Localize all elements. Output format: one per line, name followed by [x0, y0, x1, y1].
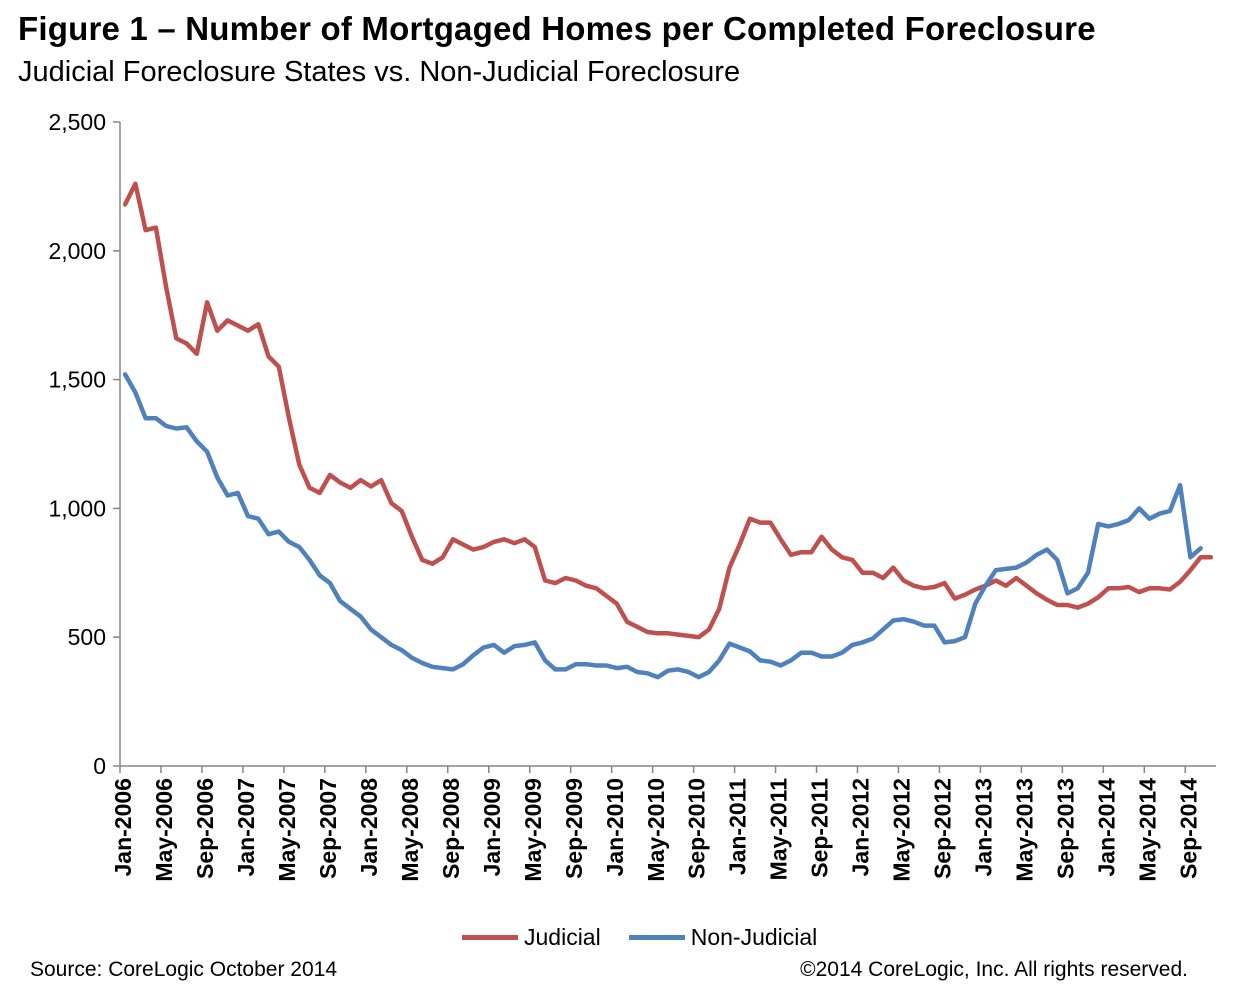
x-tick-label: Sep-2014 — [1175, 778, 1201, 879]
y-tick-label: 2,000 — [48, 238, 106, 264]
x-tick-label: Jan-2009 — [479, 778, 505, 876]
x-tick-label: Sep-2013 — [1052, 778, 1078, 879]
x-tick-label: Sep-2008 — [438, 778, 464, 879]
x-tick-label: May-2006 — [151, 778, 177, 882]
y-tick-label: 0 — [93, 753, 106, 779]
chart-title: Figure 1 – Number of Mortgaged Homes per… — [18, 10, 1096, 47]
legend-item-non-judicial: Non-Judicial — [628, 924, 818, 951]
chart-subtitle: Judicial Foreclosure States vs. Non-Judi… — [18, 56, 741, 88]
source-note: Source: CoreLogic October 2014 — [30, 958, 338, 981]
legend-swatch-non-judicial — [628, 935, 685, 940]
x-tick-label: May-2007 — [274, 778, 300, 882]
copyright-note: ©2014 CoreLogic, Inc. All rights reserve… — [800, 958, 1188, 981]
x-tick-label: May-2009 — [520, 778, 546, 882]
y-tick-label: 1,500 — [48, 367, 106, 393]
x-tick-label: May-2012 — [889, 778, 915, 882]
x-tick-label: May-2010 — [643, 778, 669, 882]
y-axis: 0 500 1,000 1,500 2,000 2,500 — [48, 109, 121, 779]
x-tick-label: May-2008 — [397, 778, 423, 882]
x-tick-label: May-2013 — [1012, 778, 1038, 882]
x-tick-label: Sep-2010 — [684, 778, 710, 879]
series-line-non-judicial — [122, 372, 1203, 680]
y-tick-label: 1,000 — [48, 495, 106, 521]
series-layer — [122, 181, 1214, 680]
legend-swatch-judicial — [462, 935, 518, 940]
x-tick-label: Sep-2007 — [315, 778, 341, 879]
x-tick-label: Jan-2010 — [602, 778, 628, 876]
legend: Judicial Non-Judicial — [462, 924, 845, 951]
x-axis: Jan-2006 May-2006 Sep-2006 Jan-2007 May-2007… — [110, 765, 1216, 882]
x-tick-label: Jan-2006 — [110, 778, 136, 876]
x-tick-label: May-2014 — [1134, 778, 1160, 882]
x-tick-label: Sep-2011 — [807, 778, 833, 878]
x-tick-label: Jan-2011 — [725, 778, 751, 875]
x-tick-label: Jan-2013 — [971, 778, 997, 876]
legend-item-judicial: Judicial — [462, 924, 601, 951]
x-tick-label: Jan-2007 — [233, 778, 259, 876]
x-tick-label: Jan-2008 — [356, 778, 382, 877]
x-tick-label: Sep-2012 — [930, 778, 956, 879]
series-line-judicial — [122, 181, 1214, 640]
x-tick-label: May-2011 — [766, 778, 792, 881]
legend-label-judicial: Judicial — [524, 924, 601, 950]
line-chart: 0 500 1,000 1,500 2,000 2,500 Jan-2006 May-200… — [48, 109, 1216, 882]
legend-label-non-judicial: Non-Judicial — [690, 924, 818, 950]
x-tick-label: Sep-2006 — [192, 778, 218, 879]
x-tick-label: Jan-2012 — [848, 778, 874, 876]
x-tick-label: Sep-2009 — [561, 778, 587, 879]
y-tick-label: 2,500 — [48, 109, 106, 135]
x-tick-label: Jan-2014 — [1093, 778, 1119, 877]
y-tick-label: 500 — [68, 624, 106, 650]
